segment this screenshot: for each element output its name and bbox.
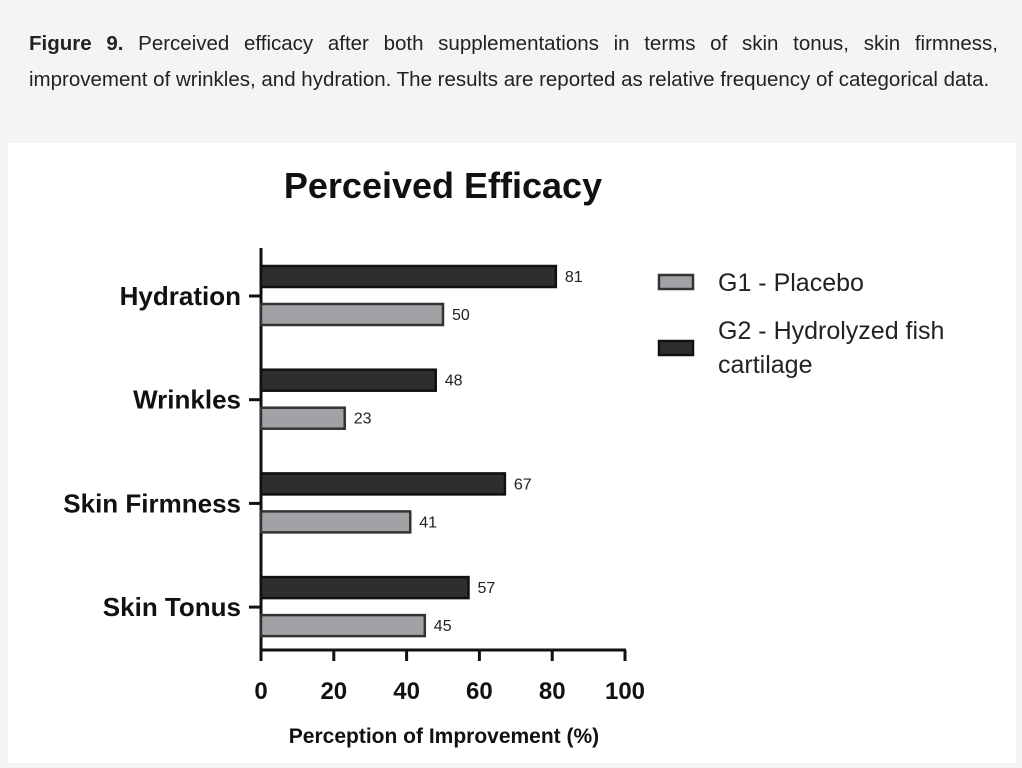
data-label: 67 bbox=[514, 476, 532, 493]
x-tick-label: 20 bbox=[320, 678, 347, 705]
legend-label-g2-cont: cartilage bbox=[718, 351, 813, 379]
bar bbox=[259, 302, 445, 327]
bar bbox=[259, 406, 346, 430]
legend-label-g2: G2 - Hydrolyzed fish bbox=[718, 317, 944, 345]
figure-panel bbox=[8, 143, 1016, 763]
data-label: 23 bbox=[354, 411, 372, 428]
data-label: 57 bbox=[477, 580, 495, 597]
bar bbox=[259, 264, 558, 289]
data-label: 45 bbox=[434, 618, 452, 635]
x-axis-label: Perception of Improvement (%) bbox=[289, 725, 599, 748]
bar bbox=[259, 575, 470, 600]
bar bbox=[259, 472, 507, 496]
figure-label: Figure 9. bbox=[29, 32, 124, 55]
data-label: 48 bbox=[445, 373, 463, 390]
data-label: 81 bbox=[565, 269, 583, 286]
figure-caption: Figure 9. Perceived efficacy after both … bbox=[29, 26, 998, 98]
category-label: Skin Tonus bbox=[103, 592, 241, 622]
category-label: Hydration bbox=[120, 281, 241, 311]
bar bbox=[259, 613, 427, 638]
x-tick-label: 40 bbox=[393, 678, 420, 705]
bar bbox=[259, 368, 437, 392]
legend-swatch-g1 bbox=[657, 273, 695, 291]
x-tick-label: 100 bbox=[605, 678, 645, 705]
legend-swatch-g2 bbox=[657, 339, 695, 357]
data-label: 50 bbox=[452, 307, 470, 324]
category-label: Wrinkles bbox=[133, 385, 241, 415]
x-tick-label: 0 bbox=[254, 678, 267, 705]
legend-label-g1: G1 - Placebo bbox=[718, 269, 864, 297]
data-label: 41 bbox=[419, 514, 437, 531]
x-tick-label: 60 bbox=[466, 678, 493, 705]
x-tick-label: 80 bbox=[539, 678, 566, 705]
bar bbox=[259, 510, 412, 534]
caption-text: Perceived efficacy after both supplement… bbox=[29, 32, 999, 91]
category-label: Skin Firmness bbox=[63, 488, 241, 518]
legend: G1 - Placebo G2 - Hydrolyzed fish cartil… bbox=[657, 269, 944, 379]
chart-title: Perceived Efficacy bbox=[284, 165, 602, 206]
